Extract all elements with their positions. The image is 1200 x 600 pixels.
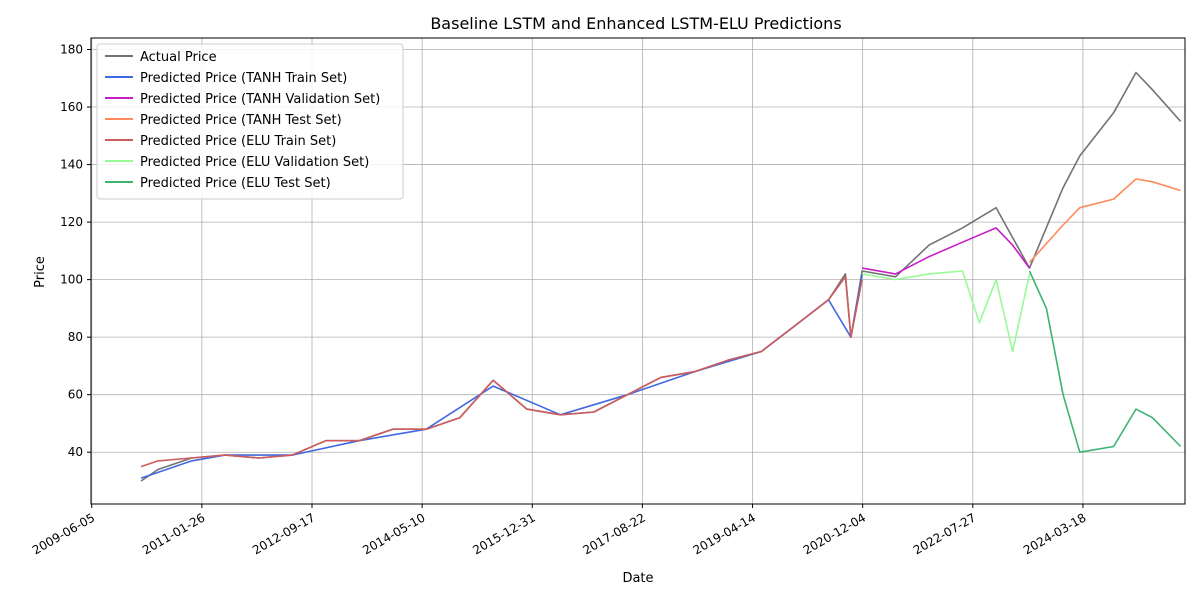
y-tick-label: 120 xyxy=(60,215,83,229)
series-layer xyxy=(140,71,1182,482)
x-axis-label: Date xyxy=(622,571,653,586)
series-line-6 xyxy=(861,270,1031,353)
y-tick-label: 60 xyxy=(68,388,83,402)
x-tick-label: 2012-09-17 xyxy=(250,510,317,557)
x-tick-label: 2024-03-18 xyxy=(1021,510,1088,557)
series-line-4 xyxy=(1028,178,1181,263)
y-tick-label: 180 xyxy=(60,43,83,57)
legend-entry: Predicted Price (TANH Test Set) xyxy=(140,113,342,128)
series-line-3 xyxy=(861,227,1031,275)
y-tick-label: 40 xyxy=(68,445,83,459)
x-tick-label: 2015-12-31 xyxy=(470,510,537,557)
plot-area xyxy=(90,37,1186,505)
legend-entry: Predicted Price (ELU Validation Set) xyxy=(140,155,369,170)
y-tick-label: 100 xyxy=(60,273,83,287)
x-tick-label: 2022-07-27 xyxy=(911,510,978,557)
x-tick-label: 2011-01-26 xyxy=(140,510,207,557)
x-tick-label: 2014-05-10 xyxy=(360,510,427,557)
legend-entry: Predicted Price (TANH Validation Set) xyxy=(140,92,380,107)
legend-box xyxy=(96,43,404,200)
x-tick-label: 2017-08-22 xyxy=(581,510,648,557)
legend-entry: Actual Price xyxy=(140,50,217,65)
x-tick-label: 2009-06-05 xyxy=(30,510,97,557)
y-tick-label: 140 xyxy=(60,158,83,172)
y-tick-label: 80 xyxy=(68,330,83,344)
x-axis: 2009-06-05 2011-01-26 2012-09-17 2014-05-10… xyxy=(30,504,1088,557)
legend-entry: Predicted Price (ELU Test Set) xyxy=(140,176,331,191)
series-line-7 xyxy=(1028,270,1182,453)
series-line-2 xyxy=(140,273,863,479)
chart-title: Baseline LSTM and Enhanced LSTM-ELU Pred… xyxy=(430,14,841,33)
legend: Actual Price Predicted Price (TANH Train … xyxy=(96,43,404,200)
grid xyxy=(91,38,1185,504)
series-line-5 xyxy=(140,276,863,468)
y-tick-label: 160 xyxy=(60,100,83,114)
y-axis-label: Price xyxy=(33,256,48,288)
legend-entry: Predicted Price (TANH Train Set) xyxy=(140,71,347,86)
x-tick-label: 2020-12-04 xyxy=(801,510,868,557)
x-tick-label: 2019-04-14 xyxy=(691,510,758,557)
y-axis: 40 60 80 100 120 140 160 180 xyxy=(60,43,91,459)
legend-entry: Predicted Price (ELU Train Set) xyxy=(140,134,336,149)
